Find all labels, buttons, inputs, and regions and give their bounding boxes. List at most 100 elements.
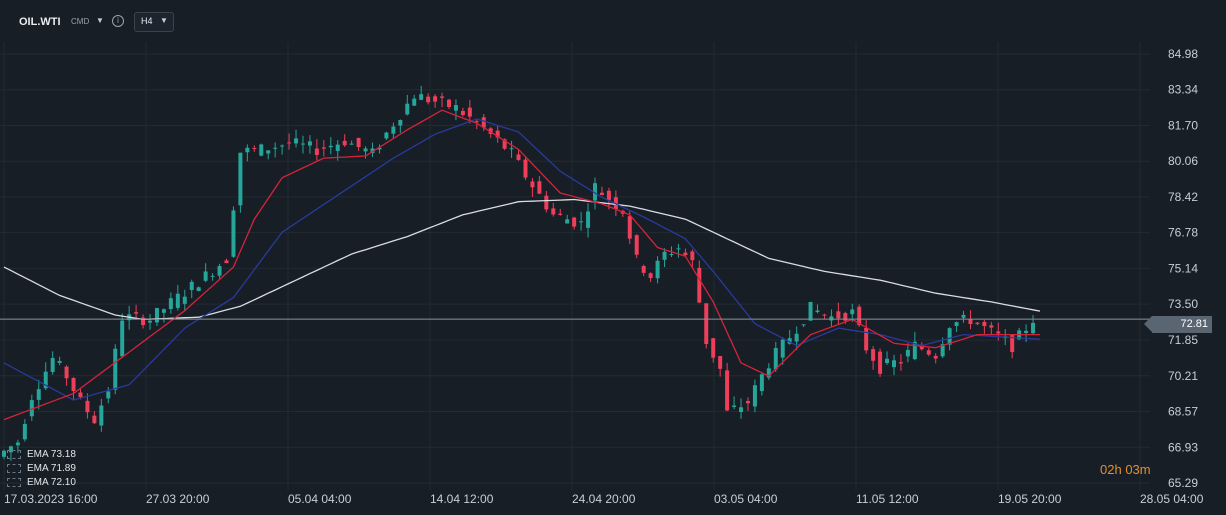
candle-body [641, 266, 646, 273]
candle-body [808, 301, 813, 321]
candle-body [314, 148, 319, 155]
candle-body [92, 415, 97, 424]
candle-body [467, 107, 472, 117]
current-price-tag: 72.81 [1144, 316, 1212, 333]
candle-body [704, 303, 709, 344]
chevron-down-icon[interactable]: ▼ [96, 16, 104, 25]
candle-body [780, 339, 785, 358]
candle-body [203, 271, 208, 281]
candle-body [50, 357, 55, 372]
candle-body [711, 338, 716, 358]
candle-body [280, 145, 285, 147]
candle-body [940, 344, 945, 357]
candle-body [725, 370, 730, 411]
candle-body [606, 190, 611, 201]
ema-legend-1[interactable]: EMA 73.18 [7, 449, 76, 460]
indicator-settings-icon[interactable] [7, 463, 21, 473]
candle-body [954, 322, 959, 326]
timeframe-label: H4 [141, 16, 153, 26]
countdown-hours-unit: h [1114, 462, 1122, 477]
candle-body [300, 143, 305, 145]
indicator-settings-icon[interactable] [7, 477, 21, 487]
candle-countdown: 02h 03m [1100, 462, 1151, 477]
candlestick-series [2, 85, 1036, 461]
ema-legend-2[interactable]: EMA 71.89 [7, 463, 76, 474]
candle-body [919, 345, 924, 350]
y-tick-label: 73.50 [1168, 297, 1198, 311]
countdown-minutes-unit: m [1139, 462, 1151, 477]
y-tick-label: 70.21 [1168, 369, 1198, 383]
candle-body [989, 325, 994, 328]
candle-body [460, 110, 465, 116]
candle-body [669, 253, 674, 255]
candle-body [961, 314, 966, 318]
x-tick-label: 28.05 04:00 [1140, 492, 1204, 506]
candle-body [947, 328, 952, 345]
ema-mid-line [3, 118, 1041, 401]
candle-body [551, 208, 556, 215]
candle-body [523, 159, 528, 178]
ema-legend-3[interactable]: EMA 72.10 [7, 477, 76, 488]
indicator-settings-icon[interactable] [7, 449, 21, 459]
candle-body [412, 98, 417, 106]
y-axis: 84.98 83.34 81.70 80.06 78.42 76.78 75.14 73.50… [1168, 47, 1198, 490]
y-tick-label: 75.14 [1168, 261, 1198, 275]
candle-body [864, 327, 869, 351]
timeframe-dropdown[interactable]: H4 ▼ [134, 12, 174, 32]
candle-body [975, 322, 980, 324]
candle-body [210, 275, 215, 277]
x-axis: 17.03.2023 16:00 27.03 20:00 05.04 04:00 14… [4, 492, 1204, 506]
candle-body [398, 120, 403, 126]
y-tick-label: 83.34 [1168, 83, 1198, 97]
candle-body [495, 130, 500, 138]
candle-body [356, 137, 361, 148]
info-icon[interactable]: i [112, 15, 124, 27]
candle-body [106, 391, 111, 399]
candle-body [182, 296, 187, 304]
candle-body [120, 320, 125, 357]
candle-body [488, 128, 493, 135]
candle-body [231, 210, 236, 257]
candle-body [885, 358, 890, 364]
candle-body [752, 385, 757, 407]
candle-body [29, 400, 34, 417]
asset-type-dropdown[interactable]: CMD [71, 17, 90, 26]
candle-body [857, 306, 862, 326]
ema-label: EMA [27, 477, 49, 488]
candle-body [440, 96, 445, 98]
symbol-name[interactable]: OIL.WTI [19, 16, 61, 28]
candle-body [933, 355, 938, 359]
ema-value: 73.18 [50, 449, 76, 460]
ema-slow-line [3, 198, 1041, 321]
candle-body [189, 281, 194, 291]
candle-body [391, 126, 396, 134]
x-tick-label: 03.05 04:00 [714, 492, 778, 506]
candle-body [453, 105, 458, 111]
candle-body [871, 349, 876, 361]
candle-body [321, 147, 326, 149]
candle-body [78, 392, 83, 398]
y-tick-label: 71.85 [1168, 333, 1198, 347]
chart-header: OIL.WTI CMD ▼ i H4 ▼ [0, 0, 1226, 42]
candle-body [648, 273, 653, 279]
candle-body [99, 405, 104, 426]
y-tick-label: 68.57 [1168, 405, 1198, 419]
candle-body [822, 314, 827, 316]
candle-body [148, 320, 153, 323]
y-tick-label: 76.78 [1168, 226, 1198, 240]
y-tick-label: 66.93 [1168, 440, 1198, 454]
candle-body [759, 374, 764, 392]
chart-grid [0, 42, 1150, 490]
candle-body [57, 360, 62, 363]
candle-body [690, 251, 695, 261]
candle-body [419, 94, 424, 100]
candle-body [36, 389, 41, 400]
y-tick-label: 65.29 [1168, 476, 1198, 490]
countdown-hours: 02 [1100, 462, 1115, 477]
candle-body [85, 400, 90, 413]
candle-body [335, 144, 340, 151]
y-tick-label: 84.98 [1168, 47, 1198, 61]
ema-value: 71.89 [50, 463, 76, 474]
candle-body [1010, 334, 1015, 352]
